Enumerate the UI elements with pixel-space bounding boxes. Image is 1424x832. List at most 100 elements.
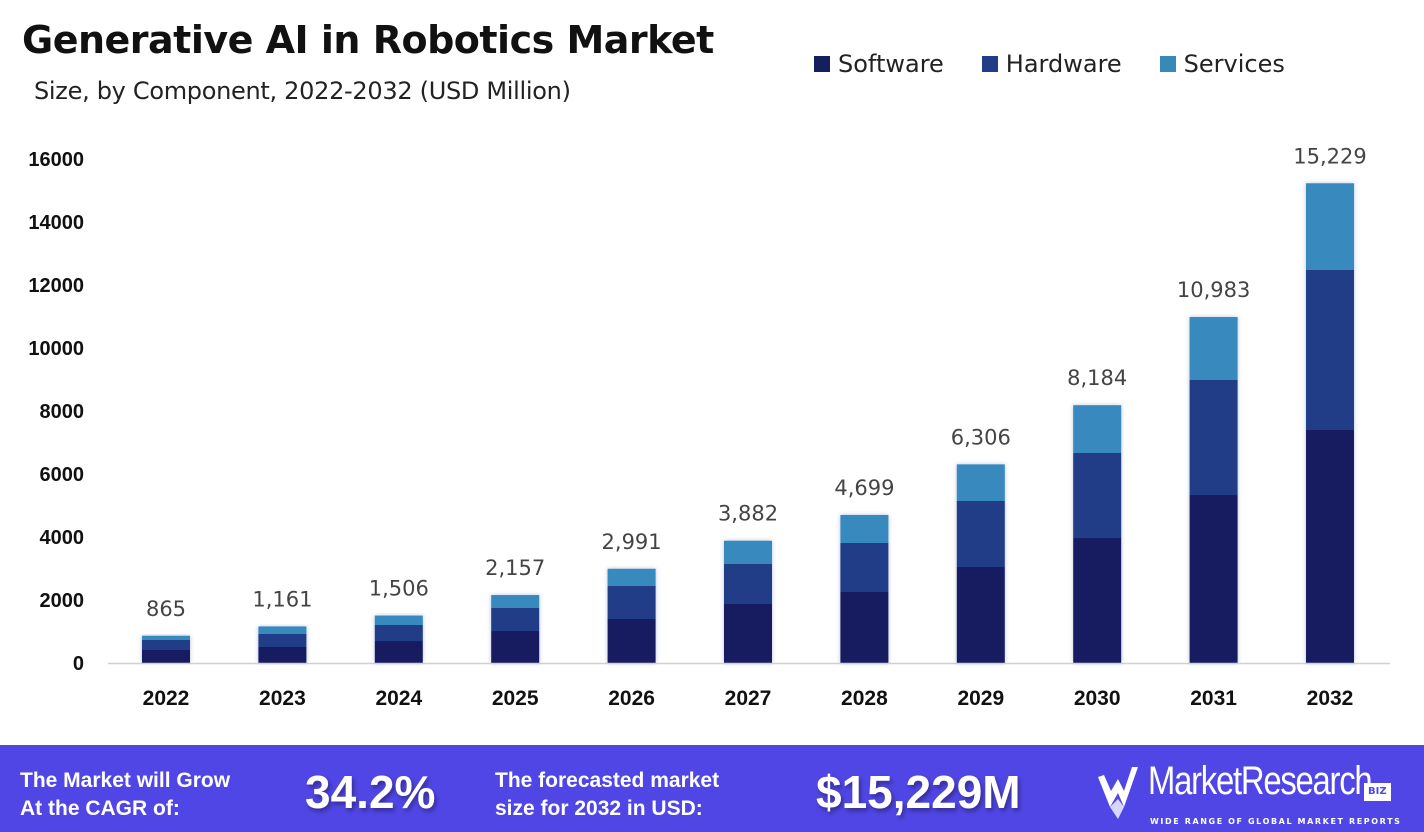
y-tick-label: 0 — [73, 653, 84, 675]
cagr-caption: The Market will Grow At the CAGR of: — [20, 767, 230, 823]
bar-segment-hardware — [142, 640, 190, 650]
legend-item-software: Software — [814, 50, 944, 78]
total-data-label: 3,882 — [718, 502, 778, 526]
legend-item-hardware: Hardware — [981, 50, 1122, 78]
x-tick-label: 2032 — [1307, 687, 1354, 710]
bar-segment-services — [1306, 183, 1354, 271]
stacked-bar-chart: 0 2000 4000 6000 8000 10000 12000 14000 16000 20… — [28, 144, 1390, 710]
bar-stack-2024 — [374, 615, 423, 663]
bar-segment-hardware — [374, 625, 423, 642]
bar-segment-software — [607, 618, 656, 663]
brand-logo-icon — [1098, 767, 1138, 819]
bar-segment-hardware — [956, 500, 1005, 567]
brand-name: MarketResearch — [1148, 759, 1373, 803]
legend-swatch-hardware — [981, 56, 998, 72]
total-data-label: 865 — [146, 597, 186, 621]
chart-title: Generative AI in Robotics Market — [22, 18, 714, 62]
bar-segment-software — [724, 604, 772, 663]
bar-segment-services — [956, 464, 1005, 501]
bar-segment-services — [1073, 405, 1122, 453]
x-tick-label: 2029 — [957, 687, 1004, 710]
bar-segment-services — [142, 635, 190, 641]
bar-stack-2023 — [258, 626, 307, 663]
bar-segment-software — [374, 641, 423, 663]
x-tick-label: 2031 — [1190, 687, 1237, 710]
forecast-caption-line2: size for 2032 in USD: — [495, 797, 703, 820]
total-data-label: 4,699 — [834, 476, 894, 500]
cagr-caption-line2: At the CAGR of: — [20, 797, 180, 820]
cagr-value: 34.2% — [305, 766, 436, 818]
bar-stack-2027 — [724, 540, 772, 663]
y-tick-label: 14000 — [28, 212, 84, 234]
brand-badge: BIZ — [1364, 783, 1391, 801]
bar-segment-hardware — [1306, 270, 1354, 430]
x-tick-label: 2025 — [492, 687, 539, 710]
bar-segment-services — [258, 626, 307, 634]
legend-label-hardware: Hardware — [1005, 50, 1122, 78]
bar-segment-services — [724, 540, 772, 564]
x-axis: 2022 2023 2024 2025 2026 2027 2028 2029 2030 2031… — [108, 662, 1390, 710]
bar-stack-2031 — [1189, 317, 1238, 663]
y-axis: 0 2000 4000 6000 8000 10000 12000 14000 16000 — [28, 149, 84, 675]
total-data-label: 15,229 — [1293, 144, 1366, 168]
legend-item-services: Services — [1159, 50, 1285, 78]
legend-swatch-software — [814, 56, 830, 72]
x-tick-label: 2030 — [1074, 687, 1121, 710]
x-tick-label: 2023 — [259, 687, 306, 710]
bar-segment-hardware — [491, 608, 540, 631]
bar-segment-software — [1306, 429, 1354, 663]
bar-segment-services — [840, 514, 889, 543]
bar-segment-software — [956, 566, 1005, 663]
bar-segment-hardware — [1189, 380, 1238, 496]
chart-subtitle: Size, by Component, 2022-2032 (USD Milli… — [34, 77, 571, 105]
x-tick-label: 2024 — [375, 687, 422, 710]
legend-swatch-services — [1159, 56, 1176, 72]
x-tick-label: 2022 — [143, 687, 190, 710]
forecast-value: $15,229M — [816, 766, 1021, 818]
bar-stack-2030 — [1073, 405, 1122, 663]
x-tick-label: 2027 — [725, 687, 772, 710]
total-data-label: 8,184 — [1067, 366, 1127, 390]
y-tick-label: 12000 — [28, 275, 84, 297]
bar-segment-software — [1073, 538, 1122, 663]
bar-segment-services — [491, 595, 540, 609]
forecast-caption: The forecasted market size for 2032 in U… — [495, 767, 719, 823]
bar-segment-hardware — [258, 633, 307, 647]
y-tick-label: 8000 — [40, 401, 85, 423]
bar-segment-hardware — [840, 542, 889, 592]
bar-stack-2032 — [1306, 183, 1354, 663]
total-data-label: 1,161 — [252, 587, 312, 611]
bars — [142, 183, 1354, 663]
footer-banner: The Market will Grow At the CAGR of: 34.… — [0, 745, 1424, 832]
legend: Software Hardware Services — [814, 50, 1285, 78]
legend-label-software: Software — [838, 50, 944, 78]
y-tick-label: 2000 — [40, 590, 85, 612]
total-data-label: 1,506 — [369, 577, 429, 601]
y-tick-label: 16000 — [28, 149, 84, 171]
bar-stack-2029 — [956, 464, 1005, 663]
total-data-label: 2,157 — [485, 556, 545, 580]
legend-label-services: Services — [1183, 50, 1285, 78]
bar-segment-software — [840, 591, 889, 663]
bar-stack-2028 — [840, 514, 889, 663]
x-tick-label: 2026 — [608, 687, 655, 710]
y-tick-label: 10000 — [28, 338, 84, 360]
total-labels: 865 1,161 1,506 2,157 2,991 3,882 4,699 6,306 8,… — [146, 144, 1367, 620]
forecast-caption-line1: The forecasted market — [495, 769, 720, 792]
bar-segment-services — [607, 568, 656, 587]
y-tick-label: 6000 — [40, 464, 85, 486]
cagr-caption-line1: The Market will Grow — [20, 769, 231, 792]
bar-segment-services — [1189, 317, 1238, 381]
bar-stack-2025 — [491, 595, 540, 663]
total-data-label: 6,306 — [951, 425, 1011, 449]
bar-segment-software — [1189, 495, 1238, 663]
bar-stack-2026 — [607, 568, 656, 663]
y-tick-label: 4000 — [40, 527, 85, 549]
bar-segment-services — [374, 615, 423, 626]
total-data-label: 2,991 — [602, 530, 662, 554]
bar-segment-software — [142, 649, 190, 663]
x-tick-label: 2028 — [841, 687, 888, 710]
brand-tagline: WIDE RANGE OF GLOBAL MARKET REPORTS — [1150, 817, 1402, 826]
bar-segment-software — [258, 646, 307, 663]
total-data-label: 10,983 — [1177, 278, 1250, 302]
